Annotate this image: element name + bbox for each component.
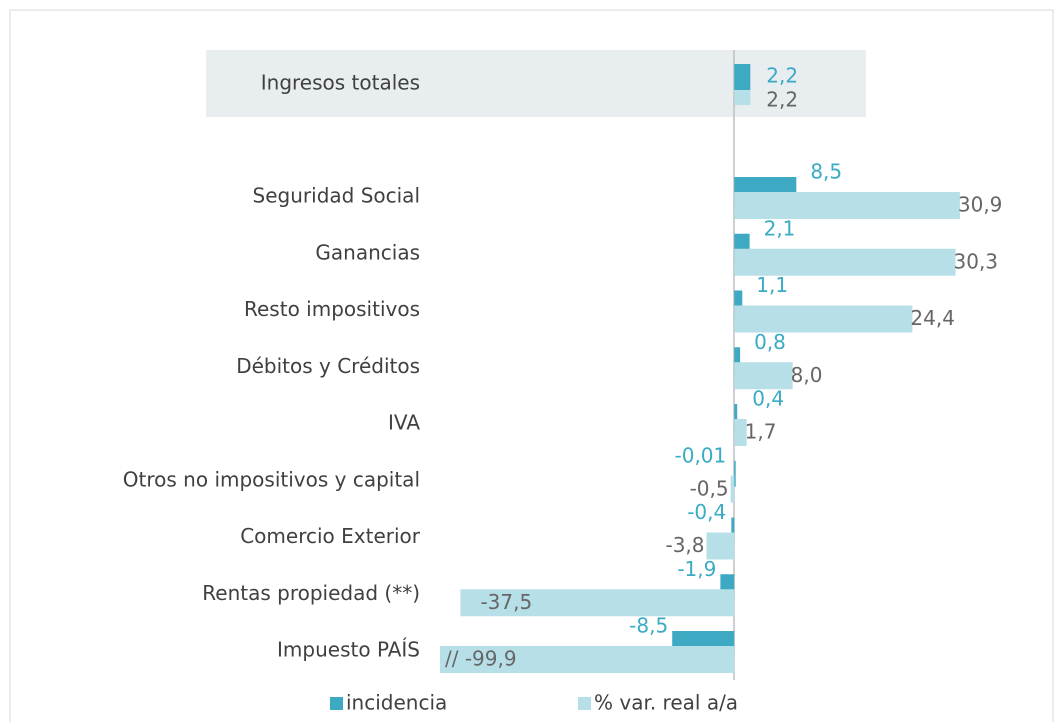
bar xyxy=(460,589,735,617)
bar xyxy=(734,248,956,276)
value-label: 2,1 xyxy=(764,216,796,240)
value-label: 24,4 xyxy=(910,306,955,330)
value-label: -1,9 xyxy=(677,557,716,581)
category-label: Otros no impositivos y capital xyxy=(123,467,420,491)
bar xyxy=(734,290,743,317)
category-label: Impuesto PAÍS xyxy=(277,638,420,662)
value-label: -0,01 xyxy=(675,443,727,467)
category-label: Resto impositivos xyxy=(244,297,420,321)
bar xyxy=(734,90,751,105)
category-label: Rentas propiedad (**) xyxy=(202,581,420,605)
value-label: -8,5 xyxy=(629,614,668,638)
bar xyxy=(731,517,735,544)
bar xyxy=(706,532,735,560)
bar xyxy=(734,305,913,333)
bar xyxy=(734,404,738,430)
value-label: 1,7 xyxy=(745,420,777,444)
value-label: 2,2 xyxy=(766,88,798,112)
category-label: Comercio Exterior xyxy=(240,524,421,548)
legend-label: % var. real a/a xyxy=(594,691,738,715)
category-label: Ingresos totales xyxy=(261,71,420,95)
value-label: 2,2 xyxy=(766,64,798,88)
value-label: 1,1 xyxy=(756,273,788,297)
bar xyxy=(730,475,735,503)
value-label: 8,5 xyxy=(810,160,842,184)
bar xyxy=(734,460,736,487)
value-label: 30,9 xyxy=(958,193,1003,217)
bar xyxy=(734,419,747,446)
legend-swatch xyxy=(578,697,591,710)
value-label: // -99,9 xyxy=(445,647,517,671)
value-label: -3,8 xyxy=(665,533,704,557)
value-label: 0,8 xyxy=(754,330,786,354)
value-label: 0,4 xyxy=(752,387,784,411)
bar xyxy=(734,362,793,390)
highlight-box xyxy=(206,50,866,117)
category-label: Seguridad Social xyxy=(253,184,420,208)
value-label: -37,5 xyxy=(480,590,532,614)
legend-label: incidencia xyxy=(346,691,447,715)
value-label: 8,0 xyxy=(791,363,823,387)
bars xyxy=(440,64,960,673)
category-label: Débitos y Créditos xyxy=(236,354,420,378)
value-label: -0,4 xyxy=(687,500,726,524)
value-label: 30,3 xyxy=(954,249,999,273)
bar xyxy=(734,347,741,374)
bar xyxy=(440,646,735,673)
value-label: -0,5 xyxy=(690,476,729,500)
legend-swatch xyxy=(330,697,343,710)
bar xyxy=(734,64,751,90)
category-label: Ganancias xyxy=(315,240,420,264)
bar xyxy=(734,192,960,219)
category-label: IVA xyxy=(388,411,420,435)
